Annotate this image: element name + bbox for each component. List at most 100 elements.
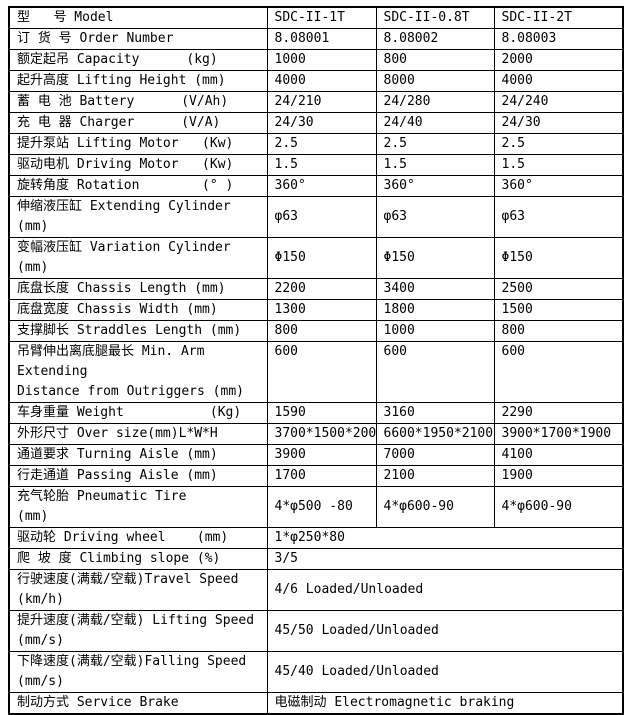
specification-table: 型 号 Model SDC-II-1T SDC-II-0.8T SDC-II-2…	[8, 6, 624, 715]
spec-row-driving-motor: 驱动电机 Driving Motor (Kw) 1.5 1.5 1.5	[8, 154, 624, 176]
spec-row-lifting-motor: 提升泵站 Lifting Motor (Kw) 2.5 2.5 2.5	[8, 133, 624, 155]
row-label-battery: 蓄 电 池 Battery (V/Ah)	[8, 91, 268, 113]
spec-row-order-number: 订 货 号 Order Number 8.08001 8.08002 8.080…	[8, 28, 624, 50]
spec-row-model: 型 号 Model SDC-II-1T SDC-II-0.8T SDC-II-2…	[8, 6, 624, 29]
spec-value-cell: 1590	[266, 402, 377, 424]
row-label-min-arm-extending: 吊臂伸出离底腿最长 Min. Arm Extending Distance fr…	[8, 341, 268, 403]
spec-span-value-cell: 电磁制动 Electromagnetic braking	[266, 692, 624, 715]
spec-value-cell: 4*φ600-90	[493, 486, 624, 528]
row-label-rotation: 旋转角度 Rotation (° )	[8, 175, 268, 197]
spec-value-cell: 2.5	[375, 133, 495, 155]
row-label-over-size: 外形尺寸 Over size(mm)L*W*H	[8, 423, 268, 445]
spec-span-value-cell: 45/50 Loaded/Unloaded	[266, 610, 624, 652]
spec-row-over-size: 外形尺寸 Over size(mm)L*W*H 3700*1500*2000 6…	[8, 423, 624, 445]
spec-value-cell: 1900	[493, 465, 624, 487]
spec-value-cell: 360°	[375, 175, 495, 197]
spec-value-cell: 1.5	[266, 154, 377, 176]
spec-value-cell: φ63	[493, 196, 624, 238]
spec-span-value-cell: 45/40 Loaded/Unloaded	[266, 651, 624, 693]
spec-value-cell: 800	[266, 320, 377, 342]
row-label-chassis-length: 底盘长度 Chassis Length (mm)	[8, 278, 268, 300]
spec-value-cell: 4*φ600-90	[375, 486, 495, 528]
spec-value-cell: 2.5	[493, 133, 624, 155]
row-label-extending-cylinder: 伸缩液压缸 Extending Cylinder (mm)	[8, 196, 268, 238]
spec-row-capacity: 额定起吊 Capacity (kg) 1000 800 2000	[8, 49, 624, 71]
row-label-driving-wheel: 驱动轮 Driving wheel (mm)	[8, 527, 268, 549]
spec-value-cell: 600	[266, 341, 377, 403]
spec-value-cell: 600	[375, 341, 495, 403]
row-label-pneumatic-tire: 充气轮胎 Pneumatic Tire (mm)	[8, 486, 268, 528]
spec-row-weight: 车身重量 Weight (Kg) 1590 3160 2290	[8, 402, 624, 424]
spec-value-cell: 360°	[266, 175, 377, 197]
spec-value-cell: 360°	[493, 175, 624, 197]
spec-row-min-arm-extending: 吊臂伸出离底腿最长 Min. Arm Extending Distance fr…	[8, 341, 624, 403]
spec-value-cell: 1500	[493, 299, 624, 321]
spec-row-pneumatic-tire: 充气轮胎 Pneumatic Tire (mm) 4*φ500 -80 4*φ6…	[8, 486, 624, 528]
spec-value-cell: φ63	[266, 196, 377, 238]
spec-value-cell: 24/280	[375, 91, 495, 113]
row-label-turning-aisle: 通道要求 Turning Aisle (mm)	[8, 444, 268, 466]
spec-value-cell: 4100	[493, 444, 624, 466]
row-label-weight: 车身重量 Weight (Kg)	[8, 402, 268, 424]
spec-value-cell: 7000	[375, 444, 495, 466]
row-label-charger: 充 电 器 Charger (V/A)	[8, 112, 268, 134]
spec-value-cell: 24/210	[266, 91, 377, 113]
spec-span-value-cell: 1*φ250*80	[266, 527, 624, 549]
row-label-falling-speed: 下降速度(满载/空载)Falling Speed (mm/s)	[8, 651, 268, 693]
spec-value-cell: 1000	[266, 49, 377, 71]
spec-row-passing-aisle: 行走通道 Passing Aisle (mm) 1700 2100 1900	[8, 465, 624, 487]
spec-value-cell: 3400	[375, 278, 495, 300]
row-label-driving-motor: 驱动电机 Driving Motor (Kw)	[8, 154, 268, 176]
spec-value-cell: 800	[493, 320, 624, 342]
spec-value-cell: 8000	[375, 70, 495, 92]
spec-value-cell: 1700	[266, 465, 377, 487]
spec-value-cell: 24/30	[266, 112, 377, 134]
spec-span-value-cell: 4/6 Loaded/Unloaded	[266, 569, 624, 611]
spec-value-cell: Φ150	[493, 237, 624, 279]
row-label-service-brake: 制动方式 Service Brake	[8, 692, 268, 715]
spec-value-cell: 3900*1700*1900	[493, 423, 624, 445]
spec-value-cell: 1300	[266, 299, 377, 321]
row-label-straddles-length: 支撑脚长 Straddles Length (mm)	[8, 320, 268, 342]
spec-value-cell: 8.08001	[266, 28, 377, 50]
spec-value-cell: 600	[493, 341, 624, 403]
spec-value-cell: φ63	[375, 196, 495, 238]
spec-row-extending-cylinder: 伸缩液压缸 Extending Cylinder (mm) φ63 φ63 φ6…	[8, 196, 624, 238]
spec-value-cell: 2500	[493, 278, 624, 300]
spec-row-battery: 蓄 电 池 Battery (V/Ah) 24/210 24/280 24/24…	[8, 91, 624, 113]
spec-value-cell: 2100	[375, 465, 495, 487]
spec-value-cell: 1800	[375, 299, 495, 321]
spec-value-cell: 4000	[266, 70, 377, 92]
model-value-3: SDC-II-2T	[493, 6, 624, 29]
model-value-2: SDC-II-0.8T	[375, 6, 495, 29]
spec-value-cell: Φ150	[375, 237, 495, 279]
spec-value-cell: 2000	[493, 49, 624, 71]
spec-row-chassis-length: 底盘长度 Chassis Length (mm) 2200 3400 2500	[8, 278, 624, 300]
spec-row-straddles-length: 支撑脚长 Straddles Length (mm) 800 1000 800	[8, 320, 624, 342]
row-label-lifting-motor: 提升泵站 Lifting Motor (Kw)	[8, 133, 268, 155]
spec-value-cell: 3700*1500*2000	[266, 423, 377, 445]
spec-row-lifting-height: 起升高度 Lifting Height (mm) 4000 8000 4000	[8, 70, 624, 92]
spec-value-cell: 24/240	[493, 91, 624, 113]
spec-value-cell: 2290	[493, 402, 624, 424]
row-label-lifting-speed: 提升速度(满载/空载) Lifting Speed (mm/s)	[8, 610, 268, 652]
spec-span-value-cell: 3/5	[266, 548, 624, 570]
spec-value-cell: Φ150	[266, 237, 377, 279]
spec-value-cell: 8.08003	[493, 28, 624, 50]
spec-row-rotation: 旋转角度 Rotation (° ) 360° 360° 360°	[8, 175, 624, 197]
spec-row-variation-cylinder: 变幅液压缸 Variation Cylinder (mm) Φ150 Φ150 …	[8, 237, 624, 279]
spec-value-cell: 24/30	[493, 112, 624, 134]
spec-value-cell: 2200	[266, 278, 377, 300]
spec-row-charger: 充 电 器 Charger (V/A) 24/30 24/40 24/30	[8, 112, 624, 134]
row-label-model: 型 号 Model	[8, 6, 268, 29]
row-label-order-number: 订 货 号 Order Number	[8, 28, 268, 50]
spec-value-cell: 1.5	[493, 154, 624, 176]
row-label-capacity: 额定起吊 Capacity (kg)	[8, 49, 268, 71]
spec-value-cell: 800	[375, 49, 495, 71]
spec-value-cell: 24/40	[375, 112, 495, 134]
spec-row-falling-speed: 下降速度(满载/空载)Falling Speed (mm/s) 45/40 Lo…	[8, 651, 624, 693]
spec-value-cell: 1.5	[375, 154, 495, 176]
spec-value-cell: 6600*1950*2100	[375, 423, 495, 445]
spec-row-driving-wheel: 驱动轮 Driving wheel (mm) 1*φ250*80	[8, 527, 624, 549]
spec-value-cell: 1000	[375, 320, 495, 342]
